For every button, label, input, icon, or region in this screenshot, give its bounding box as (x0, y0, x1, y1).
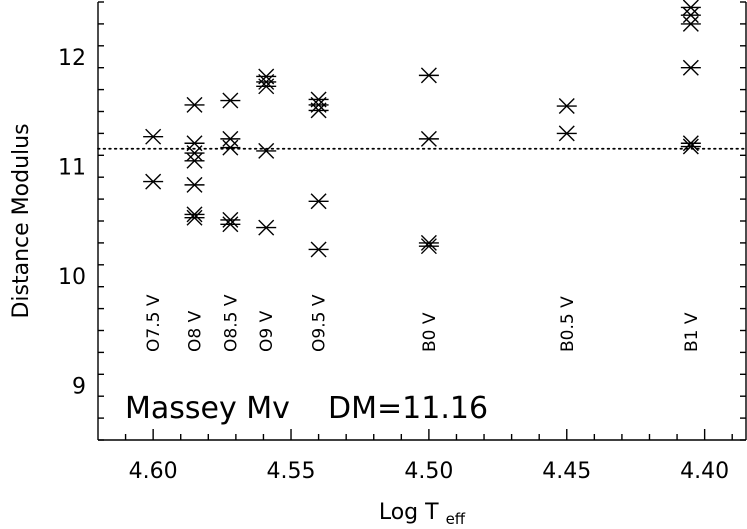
data-point-stroke (145, 128, 162, 145)
data-points (143, 0, 701, 258)
spectral-type-label: O9 V (257, 310, 277, 352)
data-point-stroke (258, 219, 275, 236)
data-point (143, 173, 164, 190)
data-point (308, 193, 329, 210)
y-tick-label: 9 (72, 374, 86, 399)
data-point (184, 96, 205, 113)
annotation-text: Massey Mv DM=11.16 (125, 391, 488, 426)
data-point-stroke (186, 176, 203, 193)
data-point-stroke (186, 209, 203, 226)
data-point-stroke (682, 7, 699, 24)
data-point (418, 234, 439, 251)
data-point-stroke (558, 98, 575, 115)
data-point (184, 152, 205, 169)
data-point (680, 7, 701, 24)
data-point (143, 128, 164, 145)
x-tick-label: 4.55 (267, 459, 316, 484)
data-point (220, 130, 241, 147)
labels: 4.60 4.55 4.50 4.45 4.40 9 10 11 12 Log T eff Dist… (9, 46, 729, 528)
data-point (418, 67, 439, 84)
data-point-stroke (222, 139, 239, 156)
y-tick-label: 12 (58, 46, 86, 71)
spectral-type-label: B1 V (682, 312, 702, 352)
data-point (418, 130, 439, 147)
spectral-type-label: O8 V (186, 310, 206, 352)
data-point-stroke (420, 67, 437, 84)
data-point-stroke (310, 241, 327, 258)
x-tick-label: 4.40 (680, 459, 729, 484)
data-point-stroke (186, 145, 203, 162)
data-point (556, 125, 577, 142)
spectral-type-label: O9.5 V (310, 294, 330, 352)
x-tick-label: 4.50 (404, 459, 453, 484)
data-point (680, 59, 701, 76)
data-point-stroke (310, 102, 327, 119)
data-point-stroke (558, 125, 575, 142)
data-point (680, 138, 701, 155)
data-point (256, 142, 277, 159)
data-point-stroke (420, 130, 437, 147)
data-point (308, 102, 329, 119)
data-point (256, 78, 277, 95)
spectral-type-label: O8.5 V (221, 294, 241, 352)
data-point-stroke (186, 96, 203, 113)
data-point-stroke (420, 234, 437, 251)
data-point-stroke (222, 216, 239, 233)
data-point (680, 15, 701, 32)
y-tick-label: 11 (58, 155, 86, 180)
x-axis-title-subscript: eff (446, 510, 466, 528)
data-point (680, 0, 701, 16)
y-axis-title: Distance Modulus (9, 123, 34, 318)
data-point (220, 139, 241, 156)
data-point-stroke (310, 193, 327, 210)
data-point-stroke (682, 59, 699, 76)
data-point (184, 176, 205, 193)
data-point-stroke (145, 173, 162, 190)
spectral-type-label: B0.5 V (558, 296, 578, 352)
x-tick-label: 4.60 (129, 459, 178, 484)
data-point-stroke (682, 135, 699, 152)
x-tick-label: 4.45 (542, 459, 591, 484)
data-point-stroke (258, 78, 275, 95)
data-point-stroke (258, 142, 275, 159)
data-point (184, 206, 205, 223)
data-point-stroke (682, 15, 699, 32)
data-point (418, 238, 439, 255)
data-point-stroke (186, 206, 203, 223)
axis-ticks (98, 1, 746, 441)
data-point (220, 216, 241, 233)
spectral-type-label: O7.5 V (144, 294, 164, 352)
data-point-stroke (186, 152, 203, 169)
spectral-type-label: B0 V (420, 312, 440, 352)
data-point (184, 145, 205, 162)
data-point-stroke (682, 138, 699, 155)
data-point (184, 209, 205, 226)
data-point-stroke (222, 130, 239, 147)
data-point-stroke (682, 0, 699, 16)
data-point-stroke (222, 92, 239, 109)
x-axis-title: Log T eff (379, 500, 466, 528)
data-point (220, 92, 241, 109)
data-point-stroke (420, 238, 437, 255)
data-point (556, 98, 577, 115)
y-tick-label: 10 (58, 265, 86, 290)
data-point (256, 219, 277, 236)
data-point (680, 135, 701, 152)
data-point (308, 241, 329, 258)
